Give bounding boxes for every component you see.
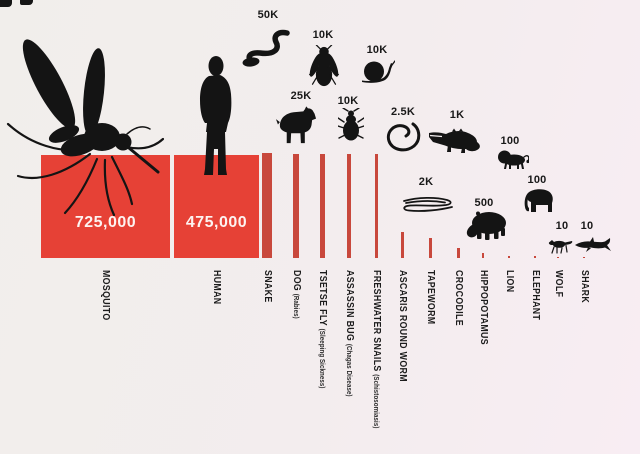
wolf-icon (548, 240, 573, 254)
label-wolf: WOLF (553, 270, 564, 298)
value-tapeworm: 2K (418, 176, 434, 188)
snake-icon (242, 29, 290, 67)
snail-icon (362, 60, 395, 83)
label-elephant: ELEPHANT (530, 270, 541, 321)
roundworm-icon (386, 122, 421, 152)
bar-shark (583, 256, 585, 258)
value-elephant: 100 (527, 174, 547, 186)
bar-human (174, 155, 259, 258)
bar-ascaris-round-worm (401, 232, 404, 258)
tapeworm-icon (403, 196, 453, 212)
label-human: HUMAN (211, 270, 222, 305)
label-snake: SNAKE (262, 270, 273, 303)
label-shark: SHARK (579, 270, 590, 304)
value-human: 475,000 (185, 214, 248, 231)
top-left-artifact (20, 0, 33, 5)
value-wolf: 10 (555, 220, 569, 232)
label-assassin-bug: ASSASSIN BUG(Chagas Disease) (344, 270, 355, 397)
crocodile-icon (429, 128, 480, 153)
label-crocodile: CROCODILE (453, 270, 464, 326)
lion-icon (498, 150, 529, 169)
bar-tsetse-fly (320, 154, 325, 258)
value-tsetse-fly: 10K (312, 29, 334, 41)
bar-assassin-bug (347, 154, 351, 258)
value-snake: 50K (257, 9, 279, 21)
label-freshwater-snails: FRESHWATER SNAILS(Schistosomiasis) (371, 270, 382, 429)
top-left-artifact (0, 0, 12, 7)
bar-hippopotamus (482, 253, 484, 258)
value-dog: 25K (290, 90, 312, 102)
value-crocodile: 1K (449, 109, 465, 121)
label-tapeworm: TAPEWORM (425, 270, 436, 325)
shark-icon (575, 237, 611, 252)
label-lion: LION (504, 270, 515, 293)
bar-freshwater-snails (375, 154, 378, 258)
value-freshwater-snails: 10K (366, 44, 388, 56)
hippo-icon (466, 211, 506, 240)
bar-snake (262, 153, 272, 258)
label-hippopotamus: HIPPOPOTAMUS (478, 270, 489, 345)
human-icon (200, 56, 232, 175)
elephant-icon (524, 189, 553, 212)
bar-tapeworm (429, 238, 432, 258)
fly-icon (309, 45, 339, 87)
value-assassin-bug: 10K (337, 95, 359, 107)
label-ascaris-round-worm: ASCARIS ROUND WORM (397, 270, 408, 382)
value-lion: 100 (500, 135, 520, 147)
value-mosquito: 725,000 (74, 214, 137, 231)
bar-dog (293, 154, 299, 258)
bar-crocodile (457, 248, 460, 258)
bar-wolf (557, 256, 559, 258)
value-shark: 10 (580, 220, 594, 232)
label-dog: DOG(Rabies) (291, 270, 302, 319)
mosquito-icon (6, 39, 164, 216)
bar-elephant (534, 256, 536, 258)
bar-lion (508, 255, 510, 258)
dog-icon (275, 106, 317, 144)
value-ascaris-round-worm: 2.5K (390, 106, 416, 118)
value-hippopotamus: 500 (474, 197, 494, 209)
assassin-bug-icon (338, 108, 364, 141)
label-tsetse-fly: TSETSE FLY(Sleeping Sickness) (317, 270, 328, 389)
label-mosquito: MOSQUITO (100, 270, 111, 321)
